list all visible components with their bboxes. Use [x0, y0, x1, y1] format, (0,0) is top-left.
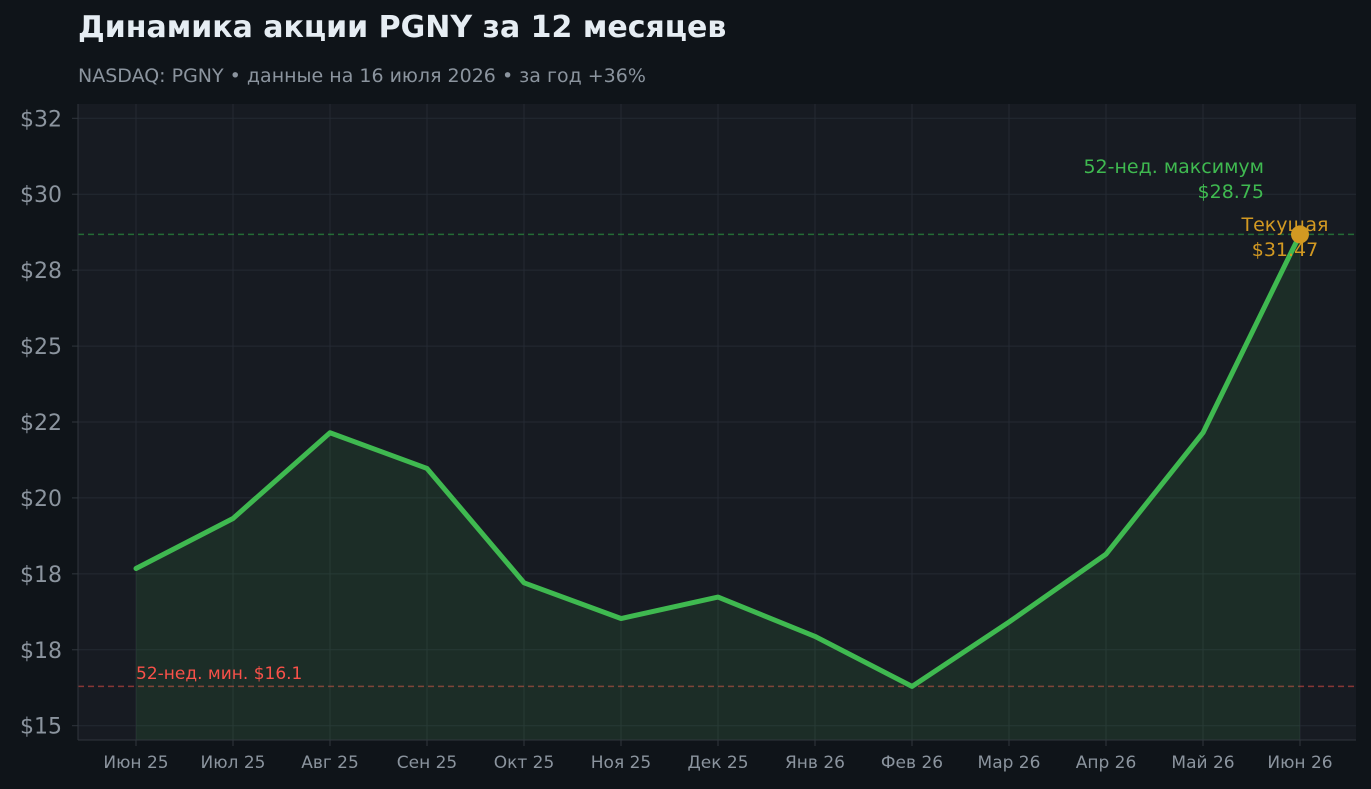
y-tick-label: $18: [20, 639, 62, 664]
y-tick-label: $18: [20, 563, 62, 588]
x-tick-label: Май 26: [1171, 753, 1234, 773]
y-tick-label: $20: [20, 487, 62, 512]
current-value-label: $31.47: [1252, 239, 1318, 261]
x-tick-label: Апр 26: [1076, 753, 1137, 773]
x-tick-label: Сен 25: [397, 753, 457, 773]
annotations: 52-нед. максимум $28.75 Текущая $31.47 52-не…: [136, 156, 1328, 684]
x-tick-label: Ноя 25: [591, 753, 651, 773]
x-tick-label: Дек 25: [687, 753, 748, 773]
x-axis-ticks: Июн 25 Июл 25 Авг 25 Сен 25 Окт 25 Ноя 25 Дек …: [103, 740, 1333, 773]
x-tick-label: Июл 25: [201, 753, 266, 773]
y-tick-label: $22: [20, 411, 62, 436]
high-value-label: $28.75: [1198, 181, 1264, 203]
chart-subtitle: NASDAQ: PGNY • данные на 16 июля 2026 • …: [78, 65, 646, 87]
high-label: 52-нед. максимум: [1083, 156, 1264, 178]
chart-title: Динамика акции PGNY за 12 месяцев: [78, 10, 727, 45]
current-price-marker: [1291, 225, 1309, 244]
x-tick-label: Янв 26: [785, 753, 845, 773]
x-tick-label: Фев 26: [881, 753, 943, 773]
x-tick-label: Окт 25: [494, 753, 555, 773]
x-tick-label: Июн 25: [103, 753, 168, 773]
price-area: [136, 234, 1300, 741]
y-tick-label: $30: [20, 183, 62, 208]
x-tick-label: Авг 25: [301, 753, 359, 773]
current-label: Текущая: [1241, 214, 1329, 236]
x-tick-label: Мар 26: [978, 753, 1041, 773]
x-tick-label: Июн 26: [1267, 753, 1332, 773]
y-axis-ticks: $15 $18 $18 $20 $22 $25 $28 $30 $32: [20, 107, 78, 740]
y-tick-label: $32: [20, 107, 62, 132]
y-tick-label: $15: [20, 715, 62, 740]
y-tick-label: $25: [20, 335, 62, 360]
price-line: [133, 231, 1303, 689]
reference-lines: [78, 233, 1356, 688]
low-label: 52-нед. мин. $16.1: [136, 664, 302, 684]
y-tick-label: $28: [20, 259, 62, 284]
